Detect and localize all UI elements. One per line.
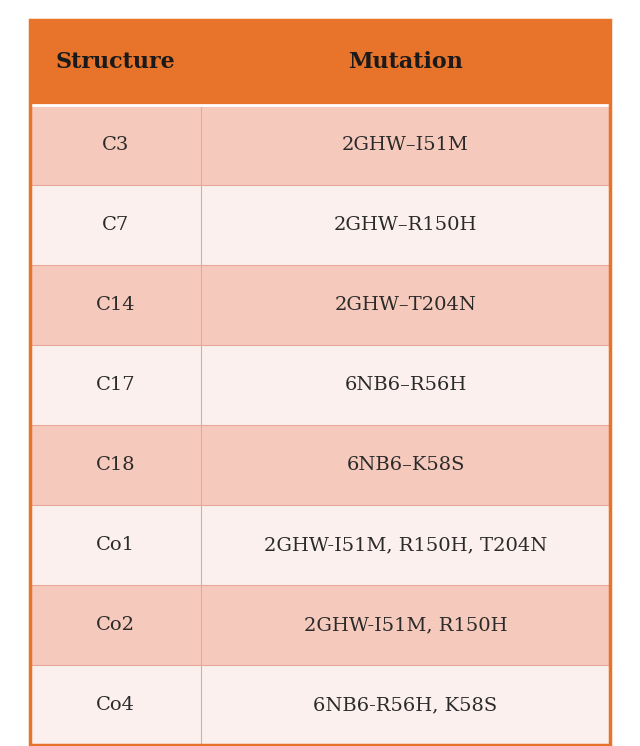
Text: C14: C14 (96, 296, 136, 314)
Bar (30, 185, 610, 265)
Text: Structure: Structure (56, 51, 175, 74)
Text: C7: C7 (102, 216, 129, 234)
Bar (30, 105, 610, 185)
Text: 2GHW–T204N: 2GHW–T204N (335, 296, 477, 314)
Bar (30, 20, 610, 105)
Bar (30, 345, 610, 425)
Text: Co1: Co1 (96, 536, 135, 554)
Text: Co2: Co2 (96, 616, 135, 634)
Bar (30, 505, 610, 585)
Text: 2GHW–R150H: 2GHW–R150H (334, 216, 477, 234)
Text: C17: C17 (96, 376, 136, 394)
Text: 2GHW-I51M, R150H, T204N: 2GHW-I51M, R150H, T204N (264, 536, 547, 554)
Text: 2GHW-I51M, R150H: 2GHW-I51M, R150H (304, 616, 508, 634)
Text: 2GHW–I51M: 2GHW–I51M (342, 136, 469, 154)
Text: 6NB6-R56H, K58S: 6NB6-R56H, K58S (314, 696, 498, 714)
Bar (30, 425, 610, 505)
Text: C3: C3 (102, 136, 129, 154)
Text: Mutation: Mutation (348, 51, 463, 74)
Bar (30, 585, 610, 665)
Text: 6NB6–R56H: 6NB6–R56H (344, 376, 467, 394)
Text: C18: C18 (96, 456, 136, 474)
Bar (30, 265, 610, 345)
Text: Co4: Co4 (96, 696, 135, 714)
Bar (30, 665, 610, 745)
Text: 6NB6–K58S: 6NB6–K58S (346, 456, 465, 474)
